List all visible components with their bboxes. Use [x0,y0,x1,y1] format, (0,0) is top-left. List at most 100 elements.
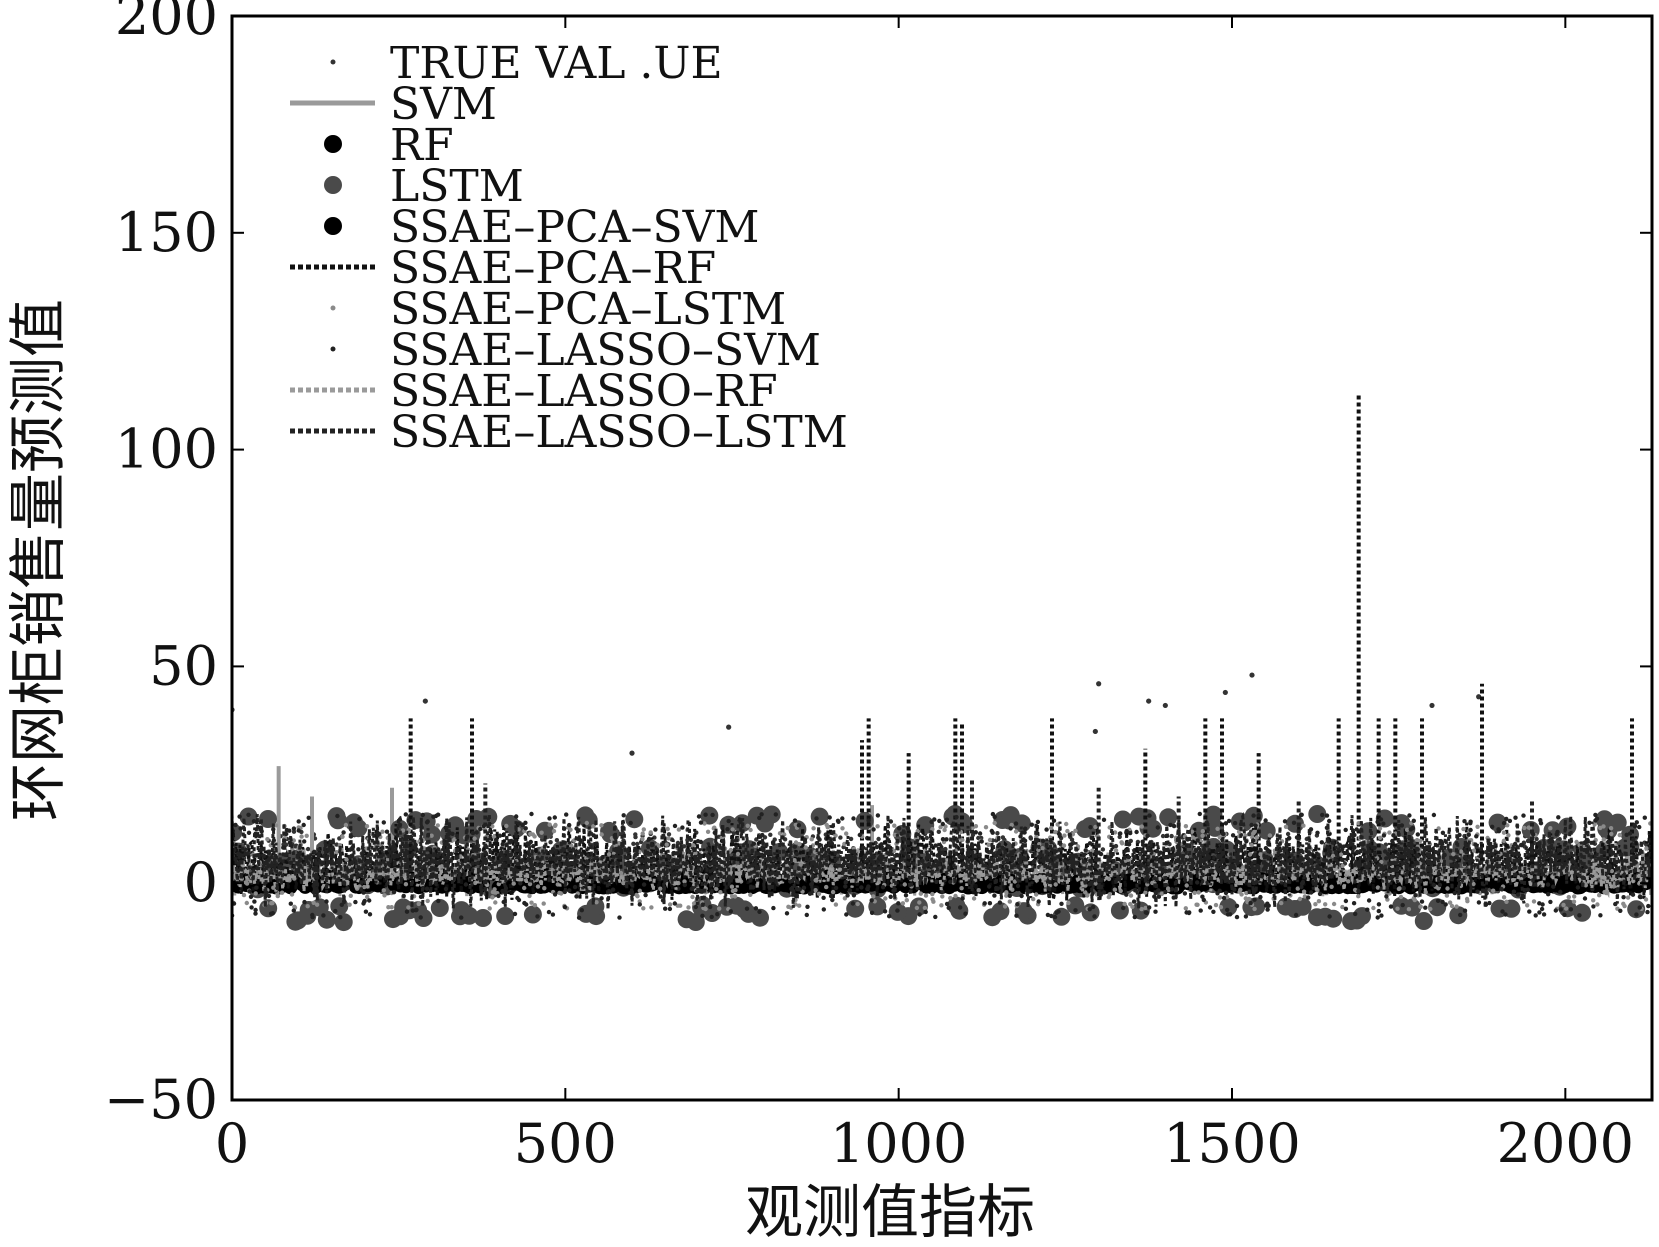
series-8-point [1225,907,1230,913]
series-8-point [1049,913,1054,919]
series-8-point [1431,882,1437,888]
series-7-point [527,893,532,899]
series-7-point [522,885,527,891]
series-8-point [1606,839,1611,845]
series-8-point [1353,911,1358,917]
series-7-point [649,905,654,910]
series-7-point [1595,902,1600,907]
series-7-point [664,842,669,847]
series-8-point [1354,827,1359,832]
series-1-point [305,846,311,852]
series-8-point [843,884,848,889]
series-8-point [1458,912,1463,918]
series-7-point [983,825,989,830]
series-7-point [241,892,247,898]
series-7-point [1218,905,1224,910]
series-8-point [1320,812,1325,818]
series-8-point [1035,819,1041,825]
series-7-point [1112,887,1118,892]
series-8-point [1593,812,1598,818]
series-7-point [717,906,722,911]
series-1-outlier-11 [629,750,635,756]
series-1-outlier-4 [1096,681,1102,687]
series-4-point [735,900,754,919]
series-8-point [1618,908,1623,913]
series-7-point [1119,840,1124,845]
series-7-point [439,864,444,869]
series-8-point [1282,819,1288,824]
series-7-point [992,820,997,826]
series-8-point [1598,913,1603,918]
series-8-point [840,816,845,821]
series-8-point [641,882,647,887]
series-7-point [1196,890,1201,895]
series-8-point [850,901,856,906]
series-8-point [1646,903,1651,909]
series-7-point [1444,893,1450,898]
series-8-point [301,822,306,828]
series-8-point [288,860,293,865]
series-8-point [987,901,993,906]
series-8-point [1632,823,1637,828]
series-8-point [1645,909,1650,915]
series-7-point [1447,900,1453,905]
series-7-point [824,884,829,890]
y-axis-label: 环网柜销售量预测值 [4,299,72,821]
series-8-point [757,815,762,821]
series-7-point [275,893,280,899]
series-8-point [1319,840,1325,845]
series-8-point [1227,912,1233,917]
series-7-point [811,826,816,831]
series-8-point [773,812,778,817]
series-8-point [792,844,797,849]
series-8-point [794,851,799,857]
series-8-point [1507,818,1513,824]
series-7-point [1213,902,1219,908]
series-8-point [1568,907,1574,912]
series-8-point [248,894,254,899]
series-8-point [1413,893,1418,898]
series-8-point [1211,909,1216,914]
series-7-point [1200,833,1205,838]
x-tick-label-1500: 1500 [1163,1112,1300,1175]
series-8-point [550,912,556,917]
series-7-point [1572,894,1577,899]
series-8-point [875,813,881,818]
series-7-point [987,837,993,843]
series-8-point [1067,832,1073,837]
series-8-point [252,899,257,904]
series-8-point [992,893,997,898]
series-7-point [416,901,421,907]
series-8-point [288,901,293,906]
series-7-point [1454,904,1459,909]
series-7-point [490,895,495,900]
series-7-point [529,900,534,905]
series-8-point [514,814,519,819]
series-8-point [987,884,992,889]
x-tick-label-0: 0 [215,1112,249,1175]
series-8-point [1419,899,1425,904]
series-8-point [443,886,449,892]
series-8-point [1069,842,1074,847]
series-8-point [869,898,874,903]
series-8-point [246,830,252,835]
series-8-point [291,826,297,831]
series-8-point [1525,887,1531,892]
series-8-point [1546,892,1551,897]
series-7-point [304,833,309,838]
series-7-point [381,888,386,893]
series-8-point [1008,826,1013,831]
series-4-point [1001,806,1020,825]
series-8-point [1131,899,1137,904]
series-8-point [353,899,358,905]
series-7-point [1066,900,1071,906]
series-8-point [333,908,338,914]
series-1-outlier-3 [726,724,732,730]
series-7-point [667,902,673,907]
series-8-point [977,831,983,836]
series-8-point [1400,902,1405,908]
series-8-point [1258,847,1263,853]
series-8-point [362,899,367,904]
series-7-point [1073,828,1078,833]
series-8-point [1089,835,1094,840]
